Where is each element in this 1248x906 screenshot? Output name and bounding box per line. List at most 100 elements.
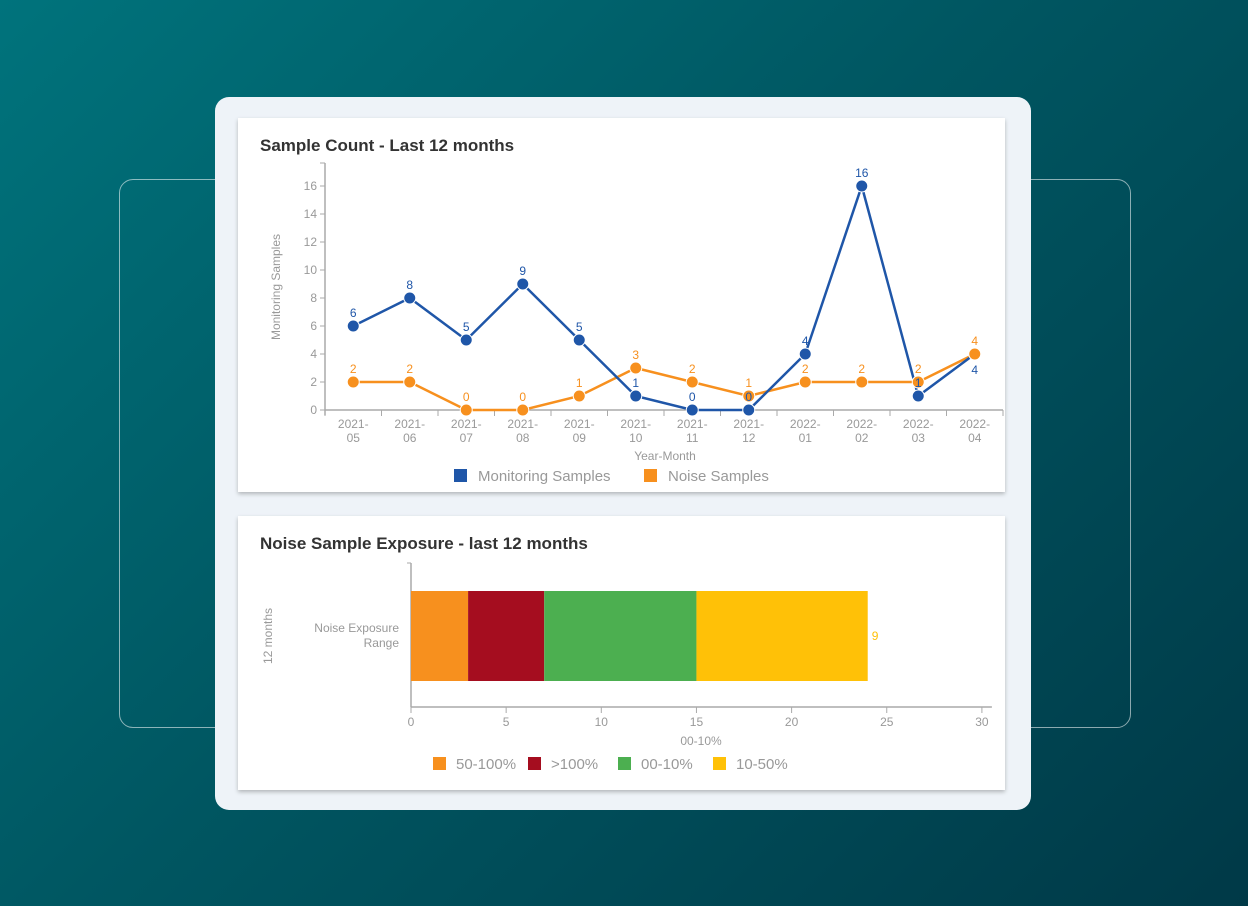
bar-segment-0 xyxy=(411,591,469,681)
category-label: Range xyxy=(364,636,400,650)
legend-item-0[interactable]: 50-100% xyxy=(456,756,516,773)
legend-swatch xyxy=(618,757,631,770)
legend-item-3[interactable]: 10-50% xyxy=(736,756,788,773)
data-label: 5 xyxy=(463,320,470,334)
sample-count-panel: 0 2 4 6 8 10 12 14 16 2021- 05 2021- 06 2021- 07 2021- 0… xyxy=(238,118,1005,492)
data-point xyxy=(346,375,360,389)
x-axis-title: Year-Month xyxy=(634,449,696,463)
x-tick-label: 2022- xyxy=(846,417,877,431)
series-line-0 xyxy=(352,181,976,412)
noise-exposure-panel: 0 5 10 15 20 25 30 00-10% 12 months Noise Exposur… xyxy=(238,516,1005,790)
x-tick-label: 2021- xyxy=(338,417,369,431)
data-point xyxy=(572,389,586,403)
data-label: 4 xyxy=(971,334,978,348)
data-label: 0 xyxy=(689,390,696,404)
data-point xyxy=(968,347,982,361)
data-point xyxy=(459,403,473,417)
x-tick-label: 30 xyxy=(975,715,989,729)
data-label: 2 xyxy=(689,362,696,376)
x-tick-label: 2022- xyxy=(903,417,934,431)
x-tick-label: 5 xyxy=(503,715,510,729)
data-label: 3 xyxy=(632,348,639,362)
data-point xyxy=(403,375,417,389)
data-point xyxy=(742,403,756,417)
x-tick-label: 2021- xyxy=(507,417,538,431)
x-tick-label: 25 xyxy=(880,715,894,729)
data-point xyxy=(346,319,360,333)
legend-item-0[interactable]: Monitoring Samples xyxy=(478,468,611,485)
data-label: 4 xyxy=(802,334,809,348)
data-label: 0 xyxy=(463,390,470,404)
bar-segment-2 xyxy=(544,591,697,681)
y-axis-title: 12 months xyxy=(261,608,275,664)
data-point xyxy=(798,375,812,389)
x-tick-label: 02 xyxy=(855,431,869,445)
legend-swatch xyxy=(454,469,467,482)
data-point xyxy=(798,347,812,361)
x-tick-label: 2021- xyxy=(677,417,708,431)
legend-item-1[interactable]: Noise Samples xyxy=(668,468,769,485)
legend-item-2[interactable]: 00-10% xyxy=(641,756,693,773)
data-point xyxy=(911,389,925,403)
data-point xyxy=(855,375,869,389)
y-tick-label: 14 xyxy=(304,207,318,221)
chart-title: Sample Count - Last 12 months xyxy=(260,136,515,155)
y-tick-label: 10 xyxy=(304,263,318,277)
data-point xyxy=(855,179,869,193)
x-tick-label: 10 xyxy=(629,431,643,445)
x-tick-label: 2022- xyxy=(790,417,821,431)
y-tick-label: 8 xyxy=(310,291,317,305)
x-tick-label: 0 xyxy=(408,715,415,729)
x-tick-label: 09 xyxy=(573,431,587,445)
data-label: 2 xyxy=(406,362,413,376)
x-tick-label: 05 xyxy=(347,431,361,445)
x-tick-label: 12 xyxy=(742,431,756,445)
category-label: Noise Exposure xyxy=(314,621,399,635)
x-tick-label: 20 xyxy=(785,715,799,729)
data-point xyxy=(459,333,473,347)
data-label: 1 xyxy=(915,376,922,390)
x-tick-label: 06 xyxy=(403,431,417,445)
data-point xyxy=(629,389,643,403)
x-tick-label: 03 xyxy=(912,431,926,445)
x-tick-label: 07 xyxy=(460,431,474,445)
chart-title: Noise Sample Exposure - last 12 months xyxy=(260,534,588,553)
y-tick-label: 16 xyxy=(304,179,318,193)
data-label: 2 xyxy=(802,362,809,376)
y-tick-label: 12 xyxy=(304,235,318,249)
data-label: 16 xyxy=(855,166,869,180)
y-tick-label: 6 xyxy=(310,319,317,333)
data-point xyxy=(685,375,699,389)
legend-swatch xyxy=(528,757,541,770)
data-label: 2 xyxy=(915,362,922,376)
data-label: 2 xyxy=(858,362,865,376)
y-tick-label: 0 xyxy=(310,403,317,417)
data-point xyxy=(911,375,925,389)
data-label: 2 xyxy=(350,362,357,376)
x-tick-label: 01 xyxy=(799,431,813,445)
x-tick-label: 2021- xyxy=(451,417,482,431)
x-tick-label: 15 xyxy=(690,715,704,729)
data-label: 1 xyxy=(632,376,639,390)
data-label: 9 xyxy=(519,264,526,278)
legend-item-1[interactable]: >100% xyxy=(551,756,598,773)
bar-segment-1 xyxy=(468,591,545,681)
x-axis-title: 00-10% xyxy=(680,734,722,748)
data-label: 6 xyxy=(350,306,357,320)
data-label: 0 xyxy=(745,390,752,404)
x-tick-label: 2022- xyxy=(959,417,990,431)
noise-exposure-chart: 0 5 10 15 20 25 30 00-10% 12 months Noise Exposur… xyxy=(261,562,992,773)
x-tick-label: 2021- xyxy=(733,417,764,431)
y-axis-title: Monitoring Samples xyxy=(269,234,283,340)
sample-count-chart: 02468101214162021-052021-062021-072021-0… xyxy=(269,162,1004,485)
data-label: 1 xyxy=(745,376,752,390)
bar-segment-3 xyxy=(696,591,868,681)
series-line-1 xyxy=(353,352,976,412)
x-tick-label: 10 xyxy=(595,715,609,729)
data-point xyxy=(516,277,530,291)
x-tick-label: 08 xyxy=(516,431,530,445)
y-tick-label: 4 xyxy=(310,347,317,361)
x-tick-label: 2021- xyxy=(394,417,425,431)
data-label: 1 xyxy=(576,376,583,390)
legend-swatch xyxy=(713,757,726,770)
